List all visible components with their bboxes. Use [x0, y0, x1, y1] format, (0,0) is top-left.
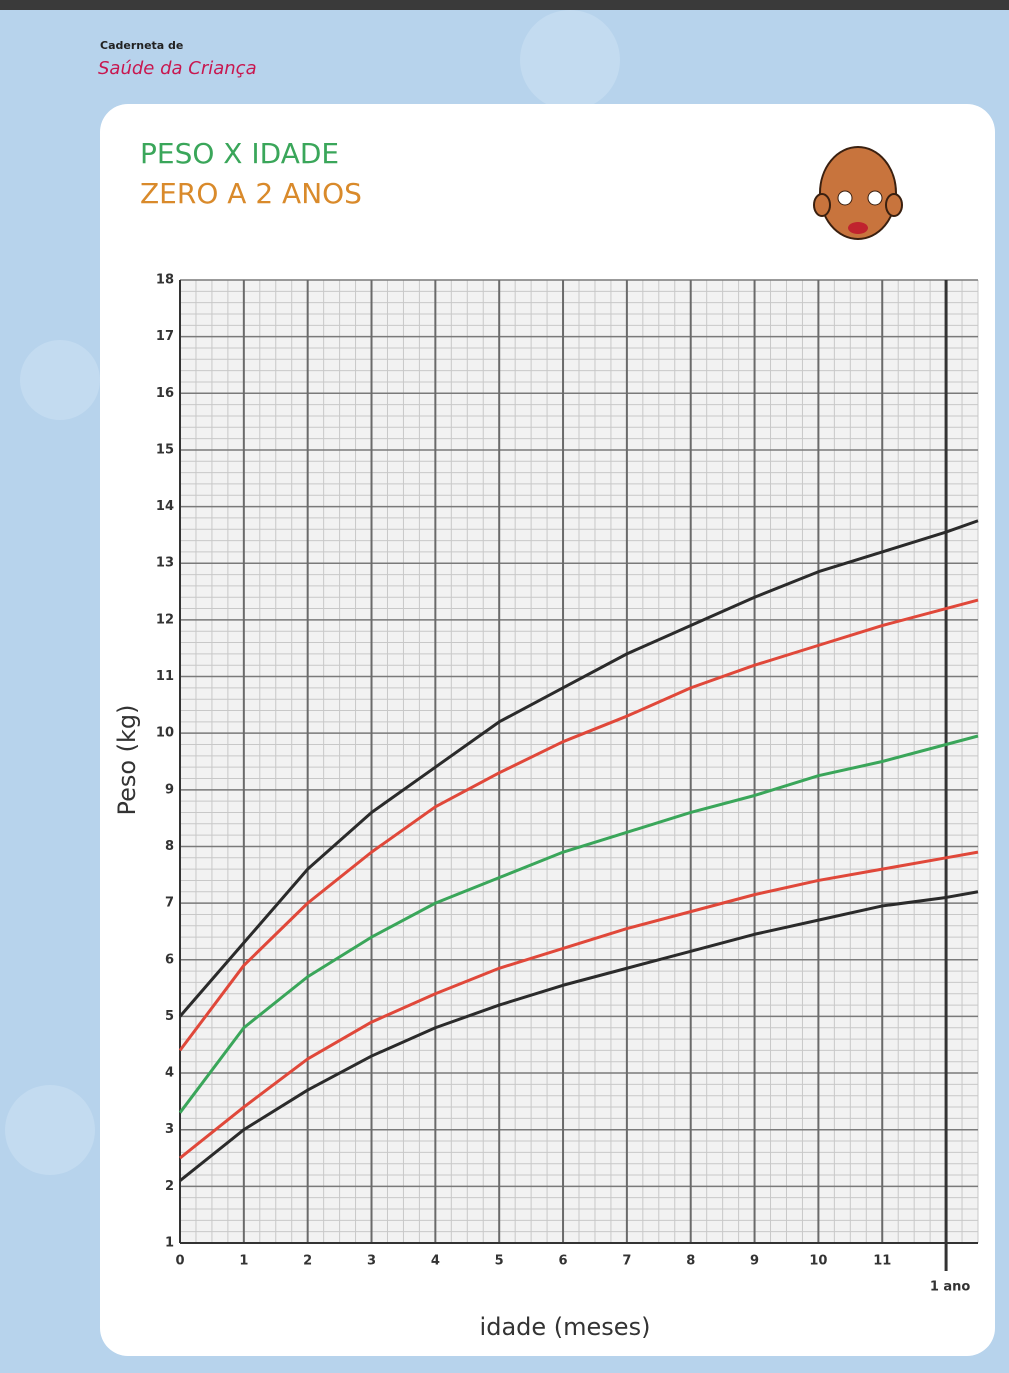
- y-axis-label: Peso (kg): [113, 704, 141, 815]
- x-tick-label: 1: [239, 1254, 248, 1269]
- x-tick-label: 5: [495, 1254, 504, 1269]
- x-tick-label: 3: [367, 1254, 376, 1269]
- decoration: [520, 10, 620, 110]
- decoration: [5, 1085, 95, 1175]
- y-tick-label: 11: [156, 669, 174, 684]
- chart-subtitle: ZERO A 2 ANOS: [140, 177, 362, 210]
- y-tick-label: 1: [165, 1236, 174, 1251]
- y-tick-label: 16: [156, 386, 174, 401]
- x-tick-label: 4: [431, 1254, 440, 1269]
- y-tick-label: 12: [156, 612, 174, 627]
- x-tick-label: 7: [622, 1254, 631, 1269]
- y-tick-label: 7: [165, 896, 174, 911]
- x-tick-label: 8: [686, 1254, 695, 1269]
- y-tick-label: 13: [156, 556, 174, 571]
- x-tick-label: 9: [750, 1254, 759, 1269]
- y-tick-label: 9: [165, 782, 174, 797]
- y-tick-label: 14: [156, 499, 174, 514]
- y-tick-label: 17: [156, 329, 174, 344]
- y-tick-label: 5: [165, 1009, 174, 1024]
- chart-title: PESO X IDADE: [140, 137, 339, 170]
- header-line2: Saúde da Criança: [98, 58, 257, 79]
- decoration: [20, 340, 100, 420]
- y-tick-label: 15: [156, 442, 174, 457]
- x-tick-label: 2: [303, 1254, 312, 1269]
- page: Caderneta de Saúde da Criança PESO X IDA…: [0, 0, 1009, 1369]
- chart: Caderneta de Saúde da Criança PESO X IDA…: [0, 0, 1009, 1369]
- y-tick-label: 4: [165, 1066, 174, 1081]
- x-tick-label: 6: [559, 1254, 568, 1269]
- x-tick-label: 11: [873, 1254, 891, 1269]
- y-tick-label: 3: [165, 1122, 174, 1137]
- y-tick-label: 18: [156, 273, 174, 288]
- x-axis-label: idade (meses): [480, 1313, 651, 1341]
- x-tick-label: 1 ano: [930, 1280, 971, 1295]
- x-tick-label: 0: [175, 1254, 184, 1269]
- y-tick-label: 6: [165, 952, 174, 967]
- y-tick-label: 2: [165, 1179, 174, 1194]
- x-tick-label: 10: [809, 1254, 827, 1269]
- y-tick-label: 8: [165, 839, 174, 854]
- y-tick-label: 10: [156, 726, 174, 741]
- header-line1: Caderneta de: [100, 39, 183, 52]
- top-bar: [0, 0, 1009, 10]
